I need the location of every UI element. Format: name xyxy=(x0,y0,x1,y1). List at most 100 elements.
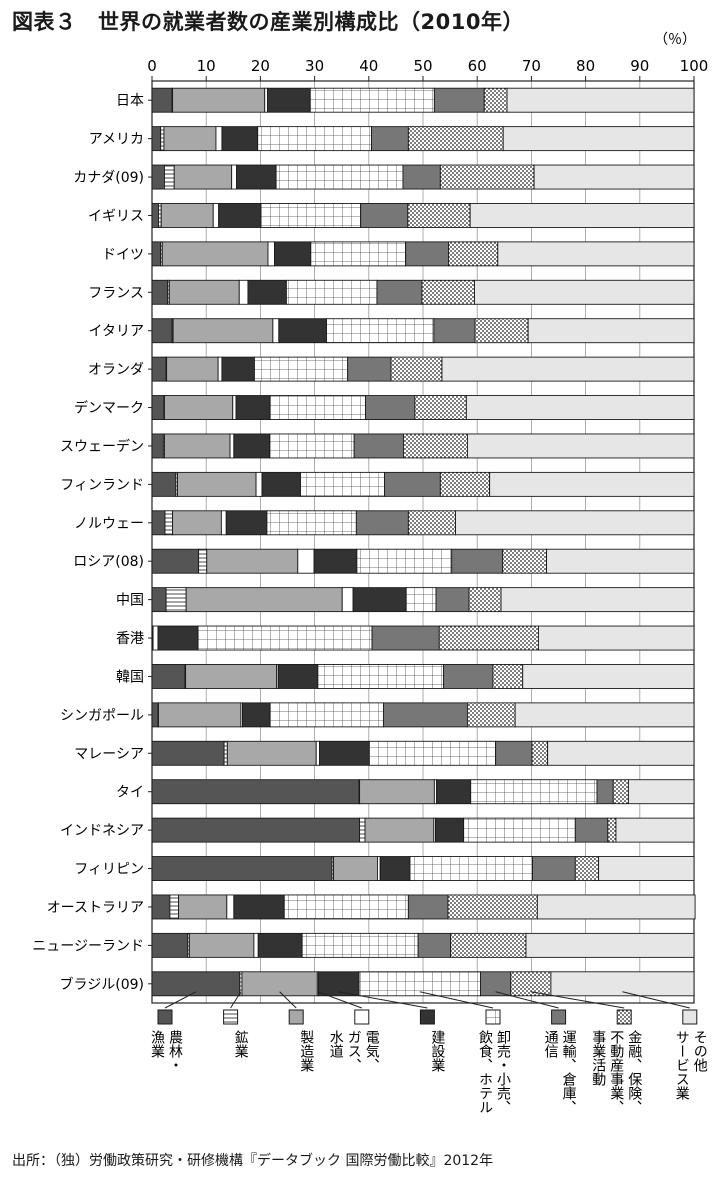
category-label: シンガポール xyxy=(60,708,144,724)
bar-segment xyxy=(172,510,222,536)
bar-segment xyxy=(359,817,366,843)
chart-title: 図表３ 世界の就業者数の産業別構成比（2010年） xyxy=(12,10,524,34)
bar-segment xyxy=(435,587,470,613)
bar-segment xyxy=(364,817,435,843)
bar-segment xyxy=(232,395,237,420)
bar-segment xyxy=(313,548,358,574)
legend-swatch xyxy=(682,1009,698,1025)
bar-segment xyxy=(233,894,285,920)
bar-segment xyxy=(402,164,441,190)
bar-segment xyxy=(269,702,384,728)
bar-segment xyxy=(151,510,166,536)
bar-segment xyxy=(502,126,695,152)
bar-segment xyxy=(495,740,533,766)
category-label: イタリア xyxy=(89,324,144,340)
bar-segment xyxy=(438,625,539,651)
bar-segment xyxy=(151,932,189,958)
bar-segment xyxy=(164,395,234,420)
bar-segment xyxy=(407,510,456,536)
bar-segment xyxy=(522,664,695,689)
bar-segment xyxy=(435,817,465,843)
bar-segment xyxy=(151,471,177,497)
bar-segment xyxy=(151,356,167,382)
bar-segment xyxy=(151,395,165,420)
category-label: オーストラリア xyxy=(47,900,144,916)
x-tick-label: 80 xyxy=(576,57,595,75)
legend-label: 漁業 xyxy=(149,1030,165,1058)
bar-segment xyxy=(470,779,598,805)
bar-segment xyxy=(317,664,445,689)
bar-segment xyxy=(226,740,317,766)
bar-segment xyxy=(257,126,372,152)
bar-segment xyxy=(236,164,277,190)
legend-swatch xyxy=(551,1009,567,1025)
bar-segment xyxy=(151,126,162,152)
bar-segment xyxy=(547,740,695,766)
bar-segment xyxy=(274,241,312,267)
bar-segment xyxy=(527,318,695,344)
category-label: フィリピン xyxy=(74,862,144,878)
bar-segment xyxy=(407,203,471,228)
bar-segment xyxy=(502,548,548,574)
bar-segment xyxy=(574,817,609,843)
x-tick-label: 90 xyxy=(630,57,649,75)
x-tick-label: 0 xyxy=(147,57,157,75)
legend-swatch xyxy=(616,1009,632,1025)
bar-segment xyxy=(257,932,303,958)
bar-segment xyxy=(615,817,695,843)
bar-segment xyxy=(607,817,617,843)
bar-segment xyxy=(531,740,549,766)
bar-segment xyxy=(173,164,233,190)
legend-label: ガス、 xyxy=(346,1030,362,1072)
legend-label: 鉱業 xyxy=(233,1029,249,1058)
category-label: 日本 xyxy=(116,93,144,109)
bar-segment xyxy=(212,203,220,228)
bar-segment xyxy=(598,856,695,881)
bar-segment xyxy=(409,856,533,881)
bar-segment xyxy=(536,894,696,920)
category-label: インドネシア xyxy=(60,823,144,839)
bar-segment xyxy=(455,510,695,536)
bar-segment xyxy=(405,587,437,613)
x-tick-label: 30 xyxy=(305,57,324,75)
category-label: アメリカ xyxy=(89,132,144,148)
bar-segment xyxy=(269,433,355,459)
bar-segment xyxy=(277,664,319,689)
bar-segment xyxy=(177,471,257,497)
bar-segment xyxy=(480,971,512,997)
bar-segment xyxy=(165,587,187,613)
x-tick-label: 10 xyxy=(197,57,216,75)
bar-segment xyxy=(301,932,419,958)
bar-segment xyxy=(151,318,173,344)
bar-segment xyxy=(466,433,695,459)
bar-segment xyxy=(497,241,695,267)
bar-segment xyxy=(421,279,475,305)
bar-segment xyxy=(436,779,472,805)
legend-leader-line xyxy=(338,991,428,1009)
bar-segment xyxy=(474,318,529,344)
bar-segment xyxy=(231,164,238,190)
bar-segment xyxy=(164,164,175,190)
x-tick-label: 100 xyxy=(680,57,709,75)
legend-leader-line xyxy=(622,991,690,1009)
x-tick-label: 50 xyxy=(413,57,432,75)
bar-segment xyxy=(319,740,370,766)
category-label: スウェーデン xyxy=(60,438,144,455)
bar-segment xyxy=(315,740,320,766)
bar-segment xyxy=(151,279,169,305)
bar-segment xyxy=(152,625,159,651)
bar-segment xyxy=(368,740,497,766)
bar-segment xyxy=(223,740,228,766)
bar-segment xyxy=(310,241,407,267)
bar-segment xyxy=(500,587,695,613)
bar-segment xyxy=(483,87,508,113)
bar-segment xyxy=(405,241,449,267)
bar-segment xyxy=(164,510,174,536)
bar-segment xyxy=(450,932,527,958)
bar-segment xyxy=(441,356,695,382)
bar-segment xyxy=(225,510,268,536)
bar-segment xyxy=(229,433,235,459)
legend-label: その他 xyxy=(692,1030,708,1073)
bar-segment xyxy=(352,587,407,613)
